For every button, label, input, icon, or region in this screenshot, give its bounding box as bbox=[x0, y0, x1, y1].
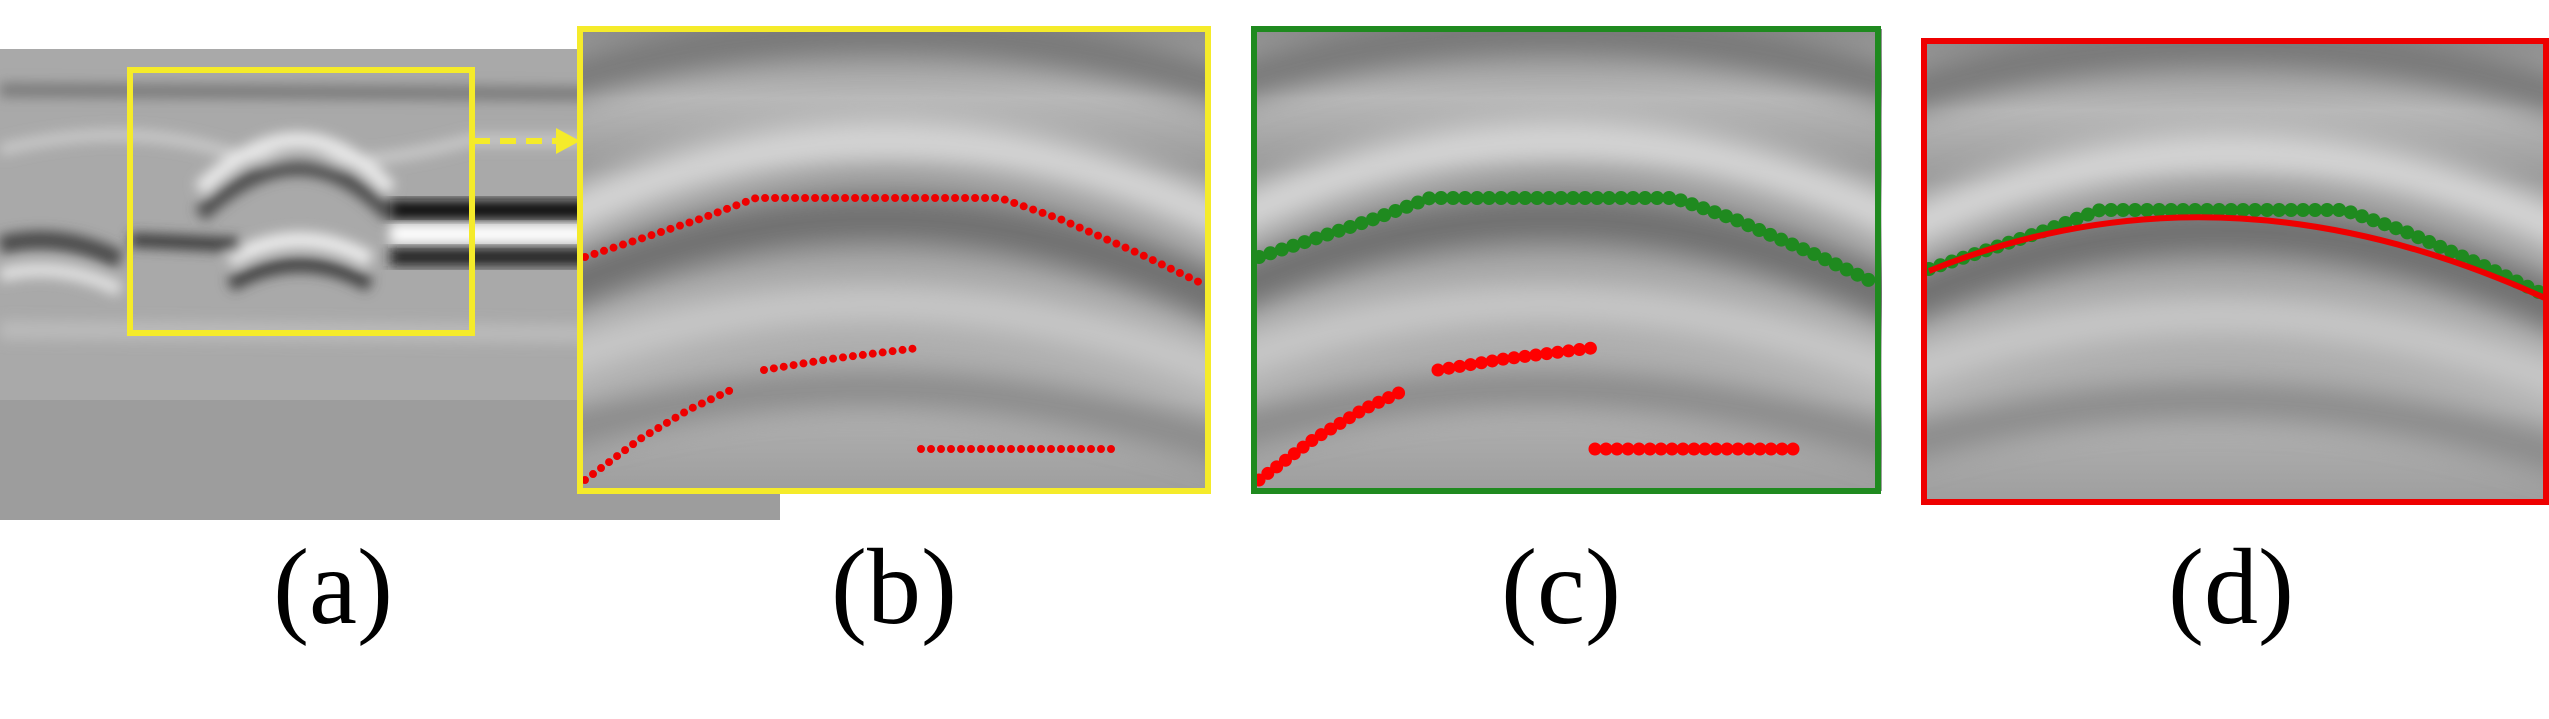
arrow bbox=[474, 128, 580, 154]
panel-label: (c) bbox=[1501, 528, 1621, 647]
panel-label: (b) bbox=[831, 528, 957, 647]
panel-label: (a) bbox=[273, 528, 393, 647]
panel-b-image bbox=[540, 29, 1260, 491]
panel-label: (d) bbox=[2168, 528, 2294, 647]
panel-c-image bbox=[1214, 29, 1934, 491]
panel-d-image bbox=[1884, 41, 2549, 503]
